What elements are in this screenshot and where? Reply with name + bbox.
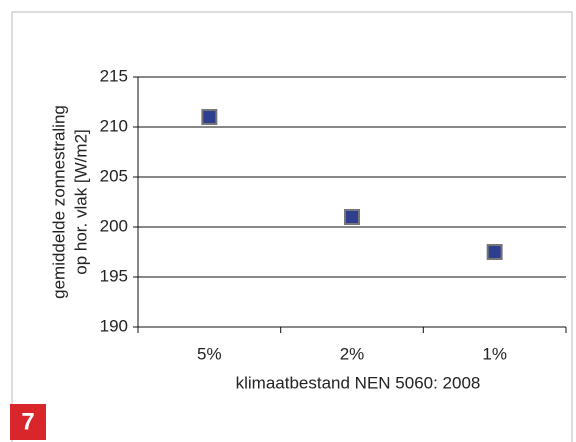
marker bbox=[201, 109, 218, 125]
x-tick-label: 2% bbox=[340, 344, 365, 363]
y-tick-label: 215 bbox=[100, 66, 128, 85]
y-axis-label: gemiddelde zonnestraling bbox=[49, 105, 68, 299]
y-axis-label: op hor. vlak [W/m2] bbox=[71, 129, 90, 275]
marker bbox=[344, 209, 360, 225]
badge-box bbox=[10, 404, 46, 440]
badge: 7 bbox=[21, 408, 34, 435]
frame bbox=[11, 11, 573, 442]
marker bbox=[486, 244, 503, 260]
y-tick-label: 205 bbox=[100, 166, 128, 185]
x-tick-label: 5% bbox=[197, 344, 222, 363]
x-tick-label: 1% bbox=[482, 344, 507, 363]
x-axis-label: klimaatbestand NEN 5060: 2008 bbox=[236, 373, 481, 392]
y-tick-label: 190 bbox=[100, 316, 128, 335]
y-tick-label: 200 bbox=[100, 216, 128, 235]
y-tick-label: 210 bbox=[100, 116, 128, 135]
y-tick-label: 195 bbox=[100, 266, 128, 285]
